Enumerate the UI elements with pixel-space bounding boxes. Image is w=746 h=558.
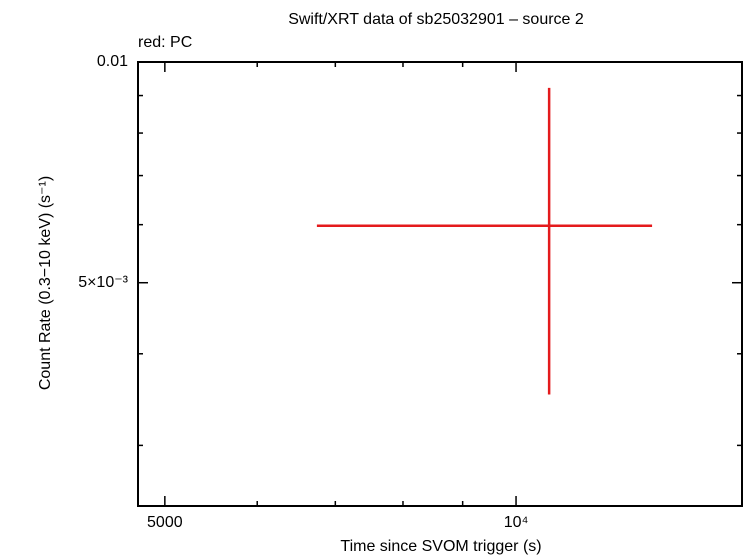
x-tick-label: 10⁴ [504, 514, 529, 531]
chart-title: Swift/XRT data of sb25032901 – source 2 [288, 11, 584, 28]
x-axis-label: Time since SVOM trigger (s) [340, 538, 541, 555]
x-tick-label: 5000 [147, 514, 183, 531]
chart-subtitle: red: PC [138, 34, 192, 51]
plot-frame [137, 61, 743, 507]
y-tick-label: 5×10⁻³ [78, 274, 128, 291]
y-axis-label: Count Rate (0.3−10 keV) (s⁻¹) [37, 176, 54, 390]
y-tick-label: 0.01 [97, 53, 128, 70]
